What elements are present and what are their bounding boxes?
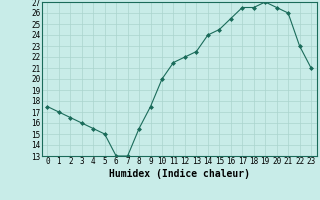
X-axis label: Humidex (Indice chaleur): Humidex (Indice chaleur) <box>109 169 250 179</box>
